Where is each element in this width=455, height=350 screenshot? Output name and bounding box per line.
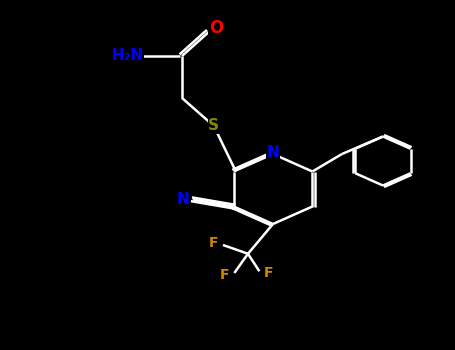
Text: N: N bbox=[176, 192, 189, 207]
Text: F: F bbox=[220, 268, 229, 282]
Text: O: O bbox=[209, 19, 223, 37]
Text: N: N bbox=[267, 145, 279, 160]
Text: F: F bbox=[264, 266, 273, 280]
Text: F: F bbox=[209, 236, 218, 250]
Text: S: S bbox=[208, 119, 219, 133]
Text: H₂N: H₂N bbox=[111, 49, 143, 63]
